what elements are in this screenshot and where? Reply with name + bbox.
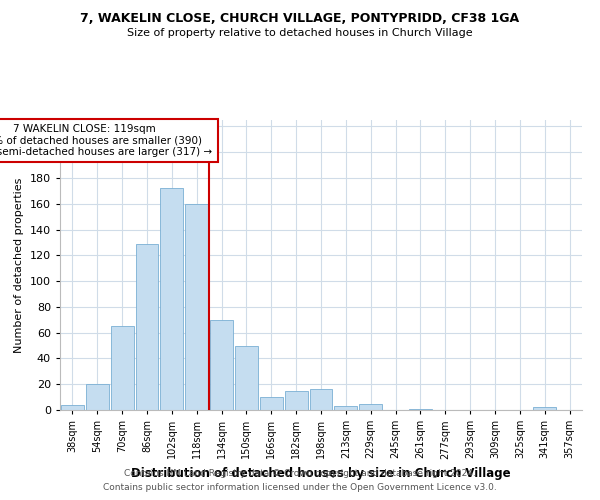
Text: 7 WAKELIN CLOSE: 119sqm
← 55% of detached houses are smaller (390)
44% of semi-d: 7 WAKELIN CLOSE: 119sqm ← 55% of detache… xyxy=(0,124,212,157)
Bar xyxy=(409,408,432,410)
Bar xyxy=(160,188,183,410)
Bar xyxy=(310,390,332,410)
Bar xyxy=(235,346,258,410)
Y-axis label: Number of detached properties: Number of detached properties xyxy=(14,178,24,352)
Bar xyxy=(285,390,308,410)
Bar xyxy=(210,320,233,410)
Bar xyxy=(359,404,382,410)
Text: 7, WAKELIN CLOSE, CHURCH VILLAGE, PONTYPRIDD, CF38 1GA: 7, WAKELIN CLOSE, CHURCH VILLAGE, PONTYP… xyxy=(80,12,520,26)
Bar xyxy=(334,406,357,410)
X-axis label: Distribution of detached houses by size in Church Village: Distribution of detached houses by size … xyxy=(131,467,511,480)
Bar xyxy=(185,204,208,410)
Text: Contains public sector information licensed under the Open Government Licence v3: Contains public sector information licen… xyxy=(103,484,497,492)
Bar xyxy=(86,384,109,410)
Bar xyxy=(111,326,134,410)
Bar xyxy=(533,408,556,410)
Bar xyxy=(61,405,84,410)
Bar xyxy=(260,397,283,410)
Text: Size of property relative to detached houses in Church Village: Size of property relative to detached ho… xyxy=(127,28,473,38)
Text: Contains HM Land Registry data © Crown copyright and database right 2024.: Contains HM Land Registry data © Crown c… xyxy=(124,468,476,477)
Bar xyxy=(136,244,158,410)
